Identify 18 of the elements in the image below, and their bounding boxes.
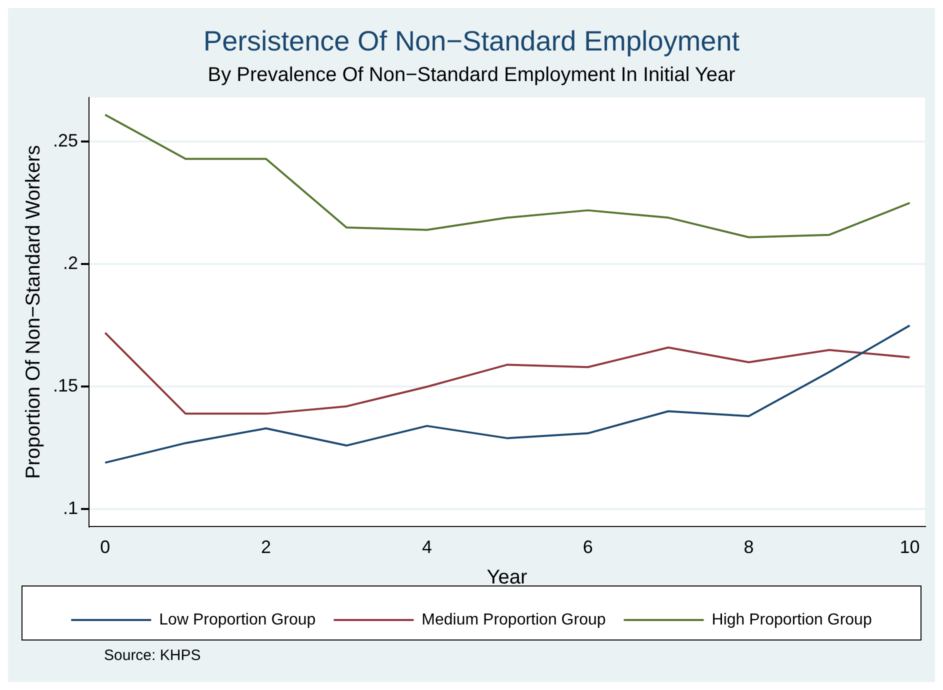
x-tick-label: 0 bbox=[100, 537, 110, 558]
y-tick-label: .2 bbox=[63, 253, 78, 274]
legend-label: Medium Proportion Group bbox=[422, 611, 606, 628]
y-tick-label: .1 bbox=[63, 498, 78, 518]
x-tick-label: 8 bbox=[744, 537, 754, 558]
y-axis-title: Proportion Of Non−Standard Workers bbox=[22, 145, 45, 479]
x-tick-label: 10 bbox=[900, 537, 920, 558]
chart-subtitle: By Prevalence Of Non−Standard Employment In Initial Year bbox=[208, 64, 736, 86]
legend-label: High Proportion Group bbox=[712, 611, 872, 628]
x-axis-title: Year bbox=[486, 566, 528, 589]
y-tick-label: .15 bbox=[52, 376, 78, 396]
x-tick-label: 6 bbox=[582, 537, 593, 558]
legend-label: Low Proportion Group bbox=[159, 611, 316, 628]
x-tick-label: 2 bbox=[261, 537, 272, 558]
chart-title: Persistence Of Non−Standard Employment bbox=[203, 26, 740, 57]
x-tick-label: 4 bbox=[422, 537, 432, 558]
y-tick-label: .25 bbox=[52, 130, 78, 151]
source-note: Source: KHPS bbox=[104, 647, 201, 664]
